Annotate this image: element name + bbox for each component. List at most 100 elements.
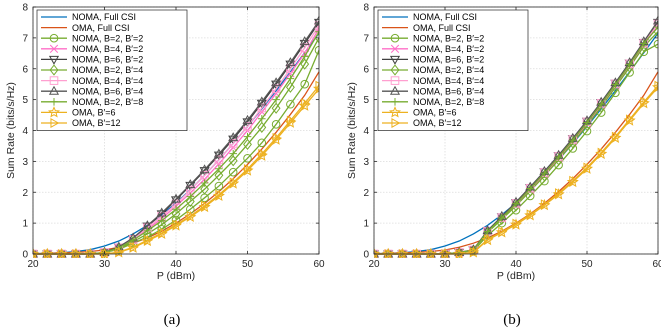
y-tick-label: 0 — [22, 250, 28, 261]
data-point-6-15 — [243, 122, 252, 131]
data-point-10-20 — [654, 80, 659, 91]
legend-entry-8: NOMA, B=2, B′=8 — [72, 97, 143, 107]
data-point-5-16 — [257, 121, 267, 134]
data-point-8-8 — [143, 227, 152, 235]
legend-marker-9 — [389, 106, 401, 118]
data-point-2-18 — [286, 99, 295, 109]
legend-marker-4 — [389, 55, 401, 65]
data-point-2-14 — [568, 144, 578, 153]
chart-panel-1: 20 30 40 50 60 0 1 2 3 4 5 6 7 8 P (dBm) Sum Rate (bits… — [346, 3, 661, 329]
data-point-5-19 — [300, 58, 310, 70]
data-point-10-18 — [286, 115, 296, 126]
data-point-8-14 — [569, 136, 577, 144]
data-point-2-14 — [228, 167, 238, 177]
data-point-7-19 — [299, 36, 310, 46]
x-tick-label: 20 — [27, 259, 39, 270]
y-tick-label: 4 — [363, 126, 369, 137]
legend-marker-8 — [391, 98, 399, 106]
x-tick-label: 40 — [170, 259, 182, 270]
legend-marker-3 — [390, 44, 400, 53]
data-point-10-12 — [540, 199, 550, 210]
data-point-9-0 — [33, 247, 39, 258]
x-tick-label: 50 — [242, 259, 254, 270]
data-point-2-19 — [300, 79, 310, 89]
data-point-2-15 — [243, 153, 252, 163]
data-point-10-11 — [186, 210, 196, 222]
data-point-10-9 — [498, 226, 508, 237]
legend-marker-2 — [49, 33, 59, 43]
subfigure-caption: (a) — [164, 312, 181, 328]
data-point-6-17 — [271, 84, 281, 94]
data-point-10-7 — [129, 242, 139, 253]
data-point-8-10 — [512, 199, 520, 208]
data-point-2-12 — [540, 176, 549, 186]
y-tick-label: 4 — [22, 126, 28, 137]
y-tick-label: 7 — [22, 33, 28, 44]
x-tick-label: 30 — [439, 259, 451, 270]
legend-marker-6 — [49, 76, 59, 85]
data-point-8-17 — [611, 80, 620, 89]
data-point-5-14 — [228, 155, 238, 167]
data-point-7-14 — [228, 132, 239, 142]
data-point-8-17 — [272, 95, 280, 104]
y-tick-label: 5 — [22, 95, 28, 106]
data-point-8-16 — [597, 100, 605, 108]
data-point-10-15 — [583, 162, 593, 173]
y-tick-label: 8 — [22, 3, 28, 14]
data-point-8-18 — [286, 74, 295, 83]
y-tick-label: 2 — [22, 188, 28, 199]
data-point-7-12 — [199, 164, 210, 174]
legend-marker-9 — [48, 106, 60, 118]
legend-entry-10: OMA, B′=12 — [72, 118, 120, 128]
data-point-2-10 — [171, 215, 181, 225]
data-point-8-9 — [157, 216, 166, 225]
data-point-7-15 — [242, 114, 253, 124]
x-axis-label: P (dBm) — [157, 270, 195, 282]
y-tick-label: 1 — [22, 219, 28, 230]
data-point-7-0 — [374, 248, 380, 258]
legend-marker-6 — [390, 76, 400, 85]
data-point-3-18 — [286, 69, 295, 78]
data-point-8-12 — [540, 169, 549, 177]
y-tick-label: 0 — [363, 250, 369, 261]
y-tick-label: 3 — [22, 157, 28, 168]
legend-entry-9: OMA, B′=6 — [72, 108, 115, 118]
data-point-10-10 — [512, 218, 522, 229]
data-point-5-13 — [214, 169, 224, 181]
data-point-8-9 — [498, 214, 506, 222]
data-point-10-15 — [243, 164, 253, 175]
data-point-8-15 — [583, 118, 591, 127]
data-point-10-8 — [143, 235, 153, 246]
y-tick-label: 1 — [363, 219, 369, 230]
legend-marker-5 — [390, 64, 400, 76]
legend-entry-7: NOMA, B=6, B′=4 — [413, 86, 484, 96]
legend-entry-3: NOMA, B=4, B′=2 — [72, 44, 143, 54]
legend-entry-4: NOMA, B=6, B′=2 — [72, 55, 143, 65]
data-point-8-13 — [554, 153, 563, 161]
y-tick-label: 8 — [363, 3, 369, 14]
data-point-7-13 — [213, 148, 224, 158]
data-point-10-19 — [301, 98, 311, 109]
data-point-10-16 — [597, 147, 607, 158]
data-point-10-13 — [215, 189, 225, 200]
subfigure-caption: (b) — [503, 312, 521, 328]
legend-marker-7 — [48, 85, 60, 95]
x-tick-label: 40 — [510, 259, 522, 270]
data-point-6-12 — [200, 170, 209, 180]
data-point-8-16 — [258, 114, 266, 123]
data-point-7-16 — [256, 96, 267, 106]
legend-marker-2 — [390, 33, 400, 43]
data-point-8-13 — [215, 164, 223, 173]
y-tick-label: 7 — [363, 33, 369, 44]
data-point-8-19 — [300, 52, 309, 61]
legend-entry-10: OMA, B′=12 — [413, 118, 461, 128]
x-tick-label: 60 — [313, 259, 325, 270]
legend-marker-3 — [49, 44, 59, 53]
y-tick-label: 6 — [363, 64, 369, 75]
data-point-10-8 — [484, 234, 494, 245]
legend-entry-3: NOMA, B=4, B′=2 — [413, 44, 484, 54]
data-point-7-17 — [271, 77, 282, 87]
x-tick-label: 50 — [581, 259, 593, 270]
data-point-8-10 — [172, 205, 180, 214]
